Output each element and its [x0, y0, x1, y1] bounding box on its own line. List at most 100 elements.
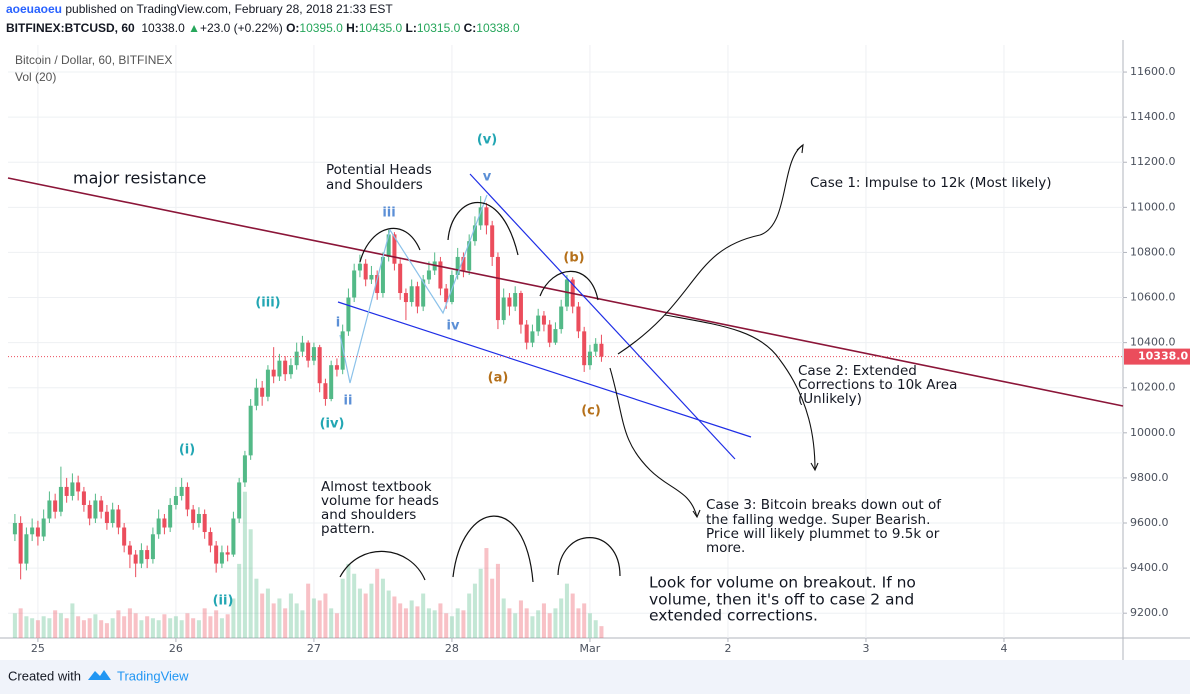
- candle-body: [582, 331, 587, 366]
- volume-bar: [513, 613, 518, 638]
- candle-body: [225, 552, 230, 555]
- candle-body: [265, 369, 270, 397]
- volume-layer: [12, 491, 604, 638]
- candle-body: [501, 297, 506, 321]
- resistance-line: [7, 177, 1124, 407]
- candle-body: [24, 534, 29, 564]
- candle-body: [306, 342, 311, 361]
- x-tick-label: 26: [169, 642, 183, 655]
- candle-body: [352, 270, 357, 298]
- logo: [88, 670, 111, 680]
- annotation: major resistance: [73, 169, 206, 188]
- volume-bar: [311, 598, 316, 638]
- candle-body: [323, 383, 328, 399]
- volume-bar: [329, 608, 334, 638]
- volume-bar: [231, 598, 236, 638]
- candle-body: [518, 293, 523, 325]
- price: 10338.0: [141, 21, 185, 35]
- candle-body: [214, 545, 219, 564]
- candle-body: [478, 207, 483, 226]
- candle-body: [587, 351, 592, 366]
- candle-body: [116, 509, 121, 528]
- annotation: pattern.: [321, 521, 375, 537]
- candle-body: [490, 225, 495, 257]
- author: aoeuaoeu: [6, 2, 63, 16]
- last-price-label: 10338.0: [1138, 350, 1188, 363]
- volume-bar: [306, 583, 311, 638]
- candle-body: [231, 518, 236, 555]
- volume-bar: [145, 616, 150, 638]
- volume-bar: [380, 578, 385, 638]
- candle-body: [541, 315, 546, 325]
- arrow: ▲: [188, 21, 200, 35]
- left-shoulder-arc: [359, 227, 421, 263]
- volume-bar: [352, 573, 357, 638]
- volume-bar: [426, 608, 431, 638]
- volume-bar: [363, 593, 368, 638]
- volume-bar: [294, 603, 299, 638]
- volume-bar: [93, 614, 98, 638]
- volume-bar: [254, 578, 259, 638]
- volume-bar: [536, 610, 541, 638]
- volume-legend: Vol (20): [15, 70, 57, 84]
- l-label: L:: [405, 21, 417, 35]
- volume-bar: [369, 583, 374, 638]
- low: 10315.0: [416, 21, 461, 35]
- volume-bar: [133, 613, 138, 638]
- candle-body: [536, 315, 541, 332]
- volume-bar: [495, 563, 500, 638]
- volume-bar: [455, 608, 460, 638]
- volume-bar: [18, 608, 23, 638]
- candle-body: [421, 279, 426, 307]
- publish-line: aoeuaoeu published on TradingView.com, F…: [6, 2, 393, 16]
- volume-bar: [104, 623, 109, 638]
- candle-body: [283, 360, 288, 375]
- volume-bar: [421, 593, 426, 638]
- volume-bar: [599, 626, 604, 638]
- candle-body: [386, 234, 391, 257]
- y-tick-label: 11200.0: [1130, 155, 1176, 168]
- annotation: and shoulders: [321, 507, 416, 523]
- volume-bar: [530, 616, 535, 638]
- x-tick-label: 3: [862, 642, 869, 655]
- volume-bar: [501, 598, 506, 638]
- volume-bar: [185, 613, 190, 638]
- candle-body: [455, 256, 460, 275]
- volume-bar: [524, 608, 529, 638]
- y-tick-label: 10600.0: [1130, 291, 1176, 304]
- volume-bar: [156, 620, 161, 638]
- candle-body: [219, 552, 224, 564]
- footer-text: Created with: [8, 668, 81, 683]
- volume-bar: [122, 616, 127, 638]
- volume-bar: [582, 603, 587, 638]
- candle-body: [196, 513, 201, 524]
- candle-body: [277, 360, 282, 377]
- candle-body: [156, 518, 161, 535]
- volume-bar: [248, 529, 253, 638]
- footer-bar: [0, 660, 1190, 694]
- head-arc: [447, 201, 519, 256]
- candle-body: [30, 527, 35, 535]
- annotation: Almost textbook: [321, 479, 432, 495]
- volume-bar: [432, 610, 437, 638]
- candle-body: [87, 504, 92, 519]
- candle-body: [593, 343, 598, 352]
- volume-bar: [150, 618, 155, 638]
- annotation: more.: [706, 540, 745, 556]
- volume-bar: [593, 620, 598, 638]
- y-tick-label: 10800.0: [1130, 245, 1176, 258]
- candle-body: [357, 263, 362, 271]
- annotation: the falling wedge. Super Bearish.: [706, 512, 930, 528]
- annotation: volume for heads: [321, 493, 439, 509]
- volume-bar: [179, 620, 184, 638]
- candle-body: [260, 387, 265, 397]
- y-tick-label: 9800.0: [1130, 471, 1169, 484]
- volume-bar: [553, 608, 558, 638]
- volume-bar: [467, 593, 472, 638]
- volume-bar: [81, 620, 86, 638]
- volume-bar: [87, 618, 92, 638]
- candle-body: [237, 482, 242, 519]
- volume-bar: [323, 593, 328, 638]
